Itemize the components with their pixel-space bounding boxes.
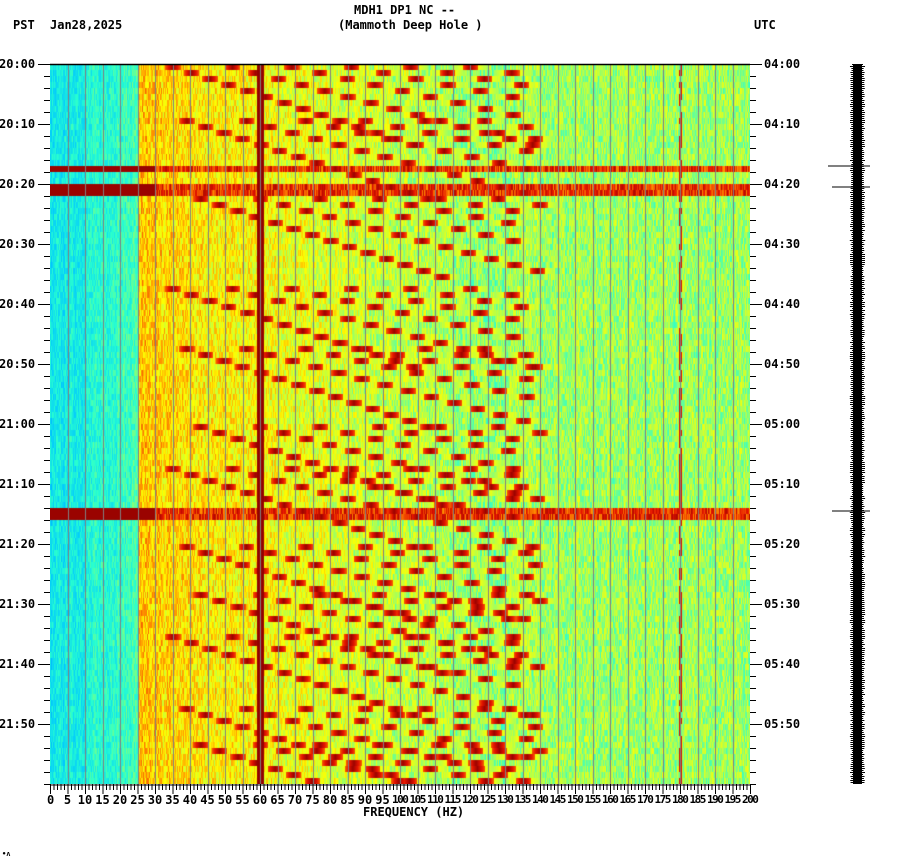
x-tick-label: 5	[63, 793, 72, 807]
y-tick-label-left: 20:20	[0, 177, 36, 191]
x-tick-label: 35	[165, 793, 180, 807]
corner-mark: •ʌ	[2, 850, 11, 858]
x-tick-label: 55	[235, 793, 250, 807]
x-tick-label: 0	[47, 793, 55, 807]
x-tick-label: 40	[182, 793, 198, 807]
x-tick-label: 110	[427, 793, 444, 806]
x-tick-label: 75	[305, 793, 320, 807]
x-tick-label: 100	[392, 793, 409, 806]
x-tick-label: 60	[252, 793, 268, 807]
y-tick-label-right: 05:00	[764, 417, 801, 431]
x-tick-label: 145	[549, 793, 567, 806]
y-tick-label-right: 04:40	[764, 297, 801, 311]
x-tick-label: 50	[217, 793, 233, 807]
x-tick-label: 195	[724, 793, 742, 806]
x-tick-label: 70	[287, 793, 303, 807]
x-tick-label: 65	[270, 793, 285, 807]
x-tick-label: 175	[654, 793, 672, 806]
y-tick-label-left: 20:00	[0, 57, 36, 71]
y-tick-label-left: 21:00	[0, 417, 36, 431]
x-tick-label: 90	[357, 793, 373, 807]
x-tick-label: 200	[742, 793, 759, 806]
x-tick-label: 10	[77, 793, 93, 807]
y-tick-label-left: 20:10	[0, 117, 36, 131]
y-tick-label-right: 04:50	[764, 357, 801, 371]
y-tick-label-right: 05:30	[764, 597, 801, 611]
x-tick-label: 125	[479, 793, 497, 806]
y-tick-label-right: 05:40	[764, 657, 801, 671]
y-tick-label-left: 21:40	[0, 657, 36, 671]
y-tick-label-left: 21:30	[0, 597, 36, 611]
x-tick-label: 180	[672, 793, 689, 806]
y-tick-label-right: 04:10	[764, 117, 801, 131]
y-tick-label-left: 20:50	[0, 357, 36, 371]
y-tick-label-right: 04:00	[764, 57, 801, 71]
y-tick-label-right: 04:20	[764, 177, 801, 191]
x-tick-label: 185	[689, 793, 707, 806]
x-tick-label: 190	[707, 793, 724, 806]
x-axis-title: FREQUENCY (HZ)	[363, 805, 465, 819]
y-tick-label-left: 21:10	[0, 477, 36, 491]
y-tick-label-left: 20:40	[0, 297, 36, 311]
y-tick-label-right: 04:30	[764, 237, 801, 251]
station-title: MDH1 DP1 NC --	[354, 3, 456, 17]
x-tick-label: 20	[112, 793, 128, 807]
right-timezone-label: UTC	[754, 18, 776, 32]
x-tick-label: 135	[514, 793, 532, 806]
y-tick-label-right: 05:10	[764, 477, 801, 491]
y-tick-label-left: 20:30	[0, 237, 36, 251]
y-tick-label-left: 21:20	[0, 537, 36, 551]
x-tick-label: 45	[200, 793, 215, 807]
x-tick-label: 25	[130, 793, 145, 807]
y-tick-label-right: 05:20	[764, 537, 801, 551]
x-tick-label: 160	[602, 793, 619, 806]
spectrogram-plot	[50, 64, 750, 784]
station-name: (Mammoth Deep Hole )	[338, 18, 483, 32]
x-tick-label: 140	[532, 793, 549, 806]
x-tick-label: 115	[444, 793, 462, 806]
date-label: Jan28,2025	[50, 18, 123, 32]
y-tick-label-left: 21:50	[0, 717, 36, 731]
x-tick-label: 95	[375, 793, 390, 807]
y-tick-label-right: 05:50	[764, 717, 801, 731]
x-tick-label: 85	[340, 793, 355, 807]
x-tick-label: 120	[462, 793, 479, 806]
x-tick-label: 155	[584, 793, 602, 806]
x-tick-label: 170	[637, 793, 654, 806]
x-tick-label: 105	[409, 793, 427, 806]
left-timezone-label: PST	[13, 18, 35, 32]
x-tick-label: 15	[95, 793, 110, 807]
x-tick-label: 165	[619, 793, 637, 806]
x-tick-label: 80	[322, 793, 338, 807]
x-tick-label: 150	[567, 793, 584, 806]
x-tick-label: 30	[147, 793, 163, 807]
x-tick-label: 130	[497, 793, 514, 806]
